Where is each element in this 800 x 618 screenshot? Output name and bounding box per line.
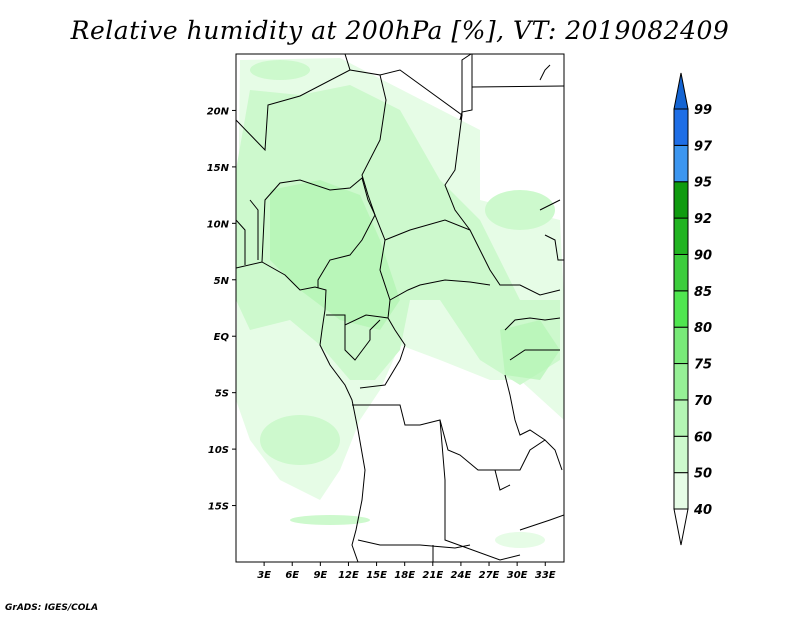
colorbar-label: 85 xyxy=(694,285,712,300)
lon-label: 15E xyxy=(366,570,387,581)
lon-label: 9E xyxy=(313,570,327,581)
lon-label: 24E xyxy=(451,570,472,581)
colorbar-segment xyxy=(673,144,689,183)
colorbar-segment xyxy=(673,363,689,401)
lat-label: 5S xyxy=(215,389,229,400)
lat-label: 15N xyxy=(207,163,230,174)
colorbar-segment xyxy=(673,399,689,437)
colorbar-segment xyxy=(673,290,689,328)
lon-label: 30E xyxy=(507,570,528,581)
colorbar-segment xyxy=(673,108,689,146)
colorbar-segment xyxy=(673,435,689,474)
colorbar: 40 50 60 70 75 80 85 90 92 95 97 99 xyxy=(673,72,713,546)
map-frame xyxy=(235,53,565,563)
colorbar-label: 40 xyxy=(693,503,712,518)
colorbar-label: 70 xyxy=(694,394,712,409)
lon-label: 33E xyxy=(535,570,556,581)
colorbar-label: 90 xyxy=(694,248,712,263)
colorbar-under-arrow xyxy=(673,508,689,546)
lat-label: 5N xyxy=(214,276,230,287)
chart-title: Relative humidity at 200hPa [%], VT: 201… xyxy=(70,16,730,45)
longitude-axis: 3E 6E 9E 12E 15E 18E 21E 24E 27E 30E 33E xyxy=(257,562,556,581)
colorbar-over-arrow xyxy=(673,72,689,110)
colorbar-segment xyxy=(673,472,689,510)
colorbar-segment xyxy=(673,181,689,219)
lat-label: EQ xyxy=(214,332,230,343)
lon-label: 21E xyxy=(422,570,443,581)
lon-label: 27E xyxy=(479,570,500,581)
colorbar-label: 80 xyxy=(694,321,712,336)
colorbar-segment xyxy=(673,253,689,292)
lat-label: 15S xyxy=(208,502,229,513)
colorbar-label: 97 xyxy=(694,139,713,154)
colorbar-segment xyxy=(673,326,689,365)
country-borders xyxy=(236,54,564,562)
colorbar-label: 75 xyxy=(694,358,712,373)
lon-label: 3E xyxy=(257,570,271,581)
colorbar-label: 95 xyxy=(694,176,712,191)
lon-label: 12E xyxy=(338,570,359,581)
latitude-axis: 20N 15N 10N 5N EQ 5S 10S 15S xyxy=(207,106,236,513)
lat-label: 10N xyxy=(207,219,230,230)
colorbar-label: 60 xyxy=(694,430,712,445)
grads-credit: GrADS: IGES/COLA xyxy=(5,603,99,613)
lat-label: 10S xyxy=(208,445,229,456)
colorbar-label: 50 xyxy=(694,467,712,482)
lon-label: 18E xyxy=(394,570,415,581)
colorbar-label: 99 xyxy=(694,103,712,118)
colorbar-label: 92 xyxy=(694,212,712,227)
lat-label: 20N xyxy=(207,106,230,117)
lon-label: 6E xyxy=(285,570,299,581)
humidity-field xyxy=(236,58,564,548)
colorbar-segment xyxy=(673,217,689,255)
